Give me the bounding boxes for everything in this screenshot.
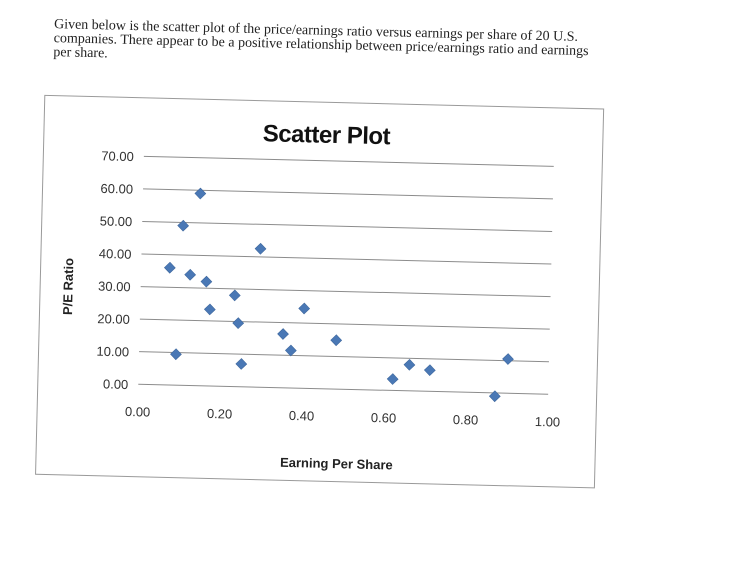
data-point bbox=[235, 358, 248, 370]
data-point bbox=[184, 268, 197, 281]
y-axis-ticks: 70.00 60.00 50.00 40.00 30.00 20.00 10.00 0.00 bbox=[96, 148, 134, 392]
data-point bbox=[330, 334, 343, 347]
data-point bbox=[228, 289, 241, 302]
data-point bbox=[177, 219, 190, 232]
gridline bbox=[138, 383, 549, 395]
gridline bbox=[139, 318, 550, 330]
data-point bbox=[386, 373, 399, 385]
gridline bbox=[139, 351, 549, 363]
gridlines bbox=[138, 155, 554, 395]
chart-frame: Scatter Plot 70.00 60.00 50.00 40.00 30.00 20… bbox=[35, 94, 605, 489]
data-point bbox=[232, 317, 245, 330]
data-point bbox=[285, 344, 297, 357]
data-points bbox=[163, 187, 514, 403]
x-tick-label: 0.40 bbox=[289, 408, 315, 424]
x-tick-label: 1.00 bbox=[535, 414, 561, 430]
gridline bbox=[141, 253, 552, 265]
data-point bbox=[423, 364, 436, 377]
x-axis-ticks: 0.00 0.20 0.40 0.60 0.80 1.00 bbox=[125, 404, 561, 430]
x-tick-label: 0.00 bbox=[125, 404, 151, 420]
data-point bbox=[298, 302, 311, 315]
data-point bbox=[254, 242, 267, 255]
x-axis-label: Earning Per Share bbox=[280, 455, 393, 473]
data-point bbox=[194, 187, 207, 200]
y-axis-label: P/E Ratio bbox=[60, 258, 76, 315]
gridline bbox=[142, 220, 553, 232]
x-tick-label: 0.60 bbox=[371, 410, 397, 426]
data-point bbox=[163, 261, 176, 274]
gridline bbox=[143, 155, 554, 167]
y-tick-label: 0.00 bbox=[103, 376, 129, 392]
y-tick-label: 60.00 bbox=[100, 181, 133, 197]
data-point bbox=[502, 353, 514, 365]
x-tick-label: 0.80 bbox=[453, 412, 479, 428]
x-tick-label: 0.20 bbox=[207, 406, 233, 422]
data-point bbox=[488, 390, 501, 403]
y-tick-label: 70.00 bbox=[101, 148, 134, 164]
y-tick-label: 40.00 bbox=[99, 246, 132, 262]
y-tick-label: 10.00 bbox=[96, 344, 129, 360]
intro-paragraph: Given below is the scatter plot of the p… bbox=[53, 17, 724, 76]
chart-title: Scatter Plot bbox=[262, 120, 391, 150]
data-point bbox=[170, 348, 182, 361]
data-point bbox=[200, 275, 213, 288]
data-point bbox=[403, 358, 416, 371]
gridline bbox=[140, 286, 551, 298]
y-tick-label: 50.00 bbox=[100, 213, 133, 229]
y-tick-label: 30.00 bbox=[98, 279, 131, 295]
gridline bbox=[143, 188, 553, 200]
data-point bbox=[203, 303, 216, 316]
scatter-chart: Scatter Plot 70.00 60.00 50.00 40.00 30.00 20… bbox=[60, 120, 561, 473]
y-tick-label: 20.00 bbox=[97, 311, 130, 327]
data-point bbox=[277, 328, 289, 340]
